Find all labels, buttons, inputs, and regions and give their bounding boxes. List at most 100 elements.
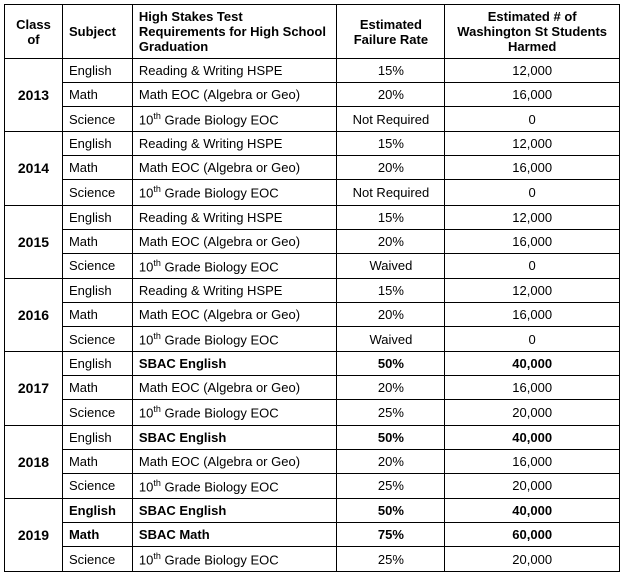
subject-cell: English — [62, 278, 132, 302]
students-harmed-cell: 16,000 — [445, 83, 620, 107]
table-row: MathMath EOC (Algebra or Geo)20%16,000 — [5, 83, 620, 107]
header-subject: Subject — [62, 5, 132, 59]
students-harmed-cell: 16,000 — [445, 449, 620, 473]
subject-cell: Science — [62, 473, 132, 498]
header-requirements: High Stakes Test Requirements for High S… — [132, 5, 337, 59]
failure-rate-cell: 20% — [337, 449, 445, 473]
table-row: 2018EnglishSBAC English50%40,000 — [5, 425, 620, 449]
students-harmed-cell: 40,000 — [445, 425, 620, 449]
students-harmed-cell: 0 — [445, 253, 620, 278]
failure-rate-cell: 50% — [337, 352, 445, 376]
table-row: MathMath EOC (Algebra or Geo)20%16,000 — [5, 156, 620, 180]
requirement-cell: Math EOC (Algebra or Geo) — [132, 156, 337, 180]
year-cell: 2014 — [5, 132, 63, 205]
students-harmed-cell: 20,000 — [445, 400, 620, 425]
students-harmed-cell: 12,000 — [445, 59, 620, 83]
subject-cell: Science — [62, 107, 132, 132]
requirement-cell: SBAC English — [132, 425, 337, 449]
requirement-cell: 10th Grade Biology EOC — [132, 400, 337, 425]
students-harmed-cell: 16,000 — [445, 156, 620, 180]
students-harmed-cell: 12,000 — [445, 205, 620, 229]
requirement-cell: Math EOC (Algebra or Geo) — [132, 302, 337, 326]
requirement-cell: 10th Grade Biology EOC — [132, 546, 337, 571]
requirements-table: Class of Subject High Stakes Test Requir… — [4, 4, 620, 572]
year-cell: 2019 — [5, 498, 63, 571]
requirement-cell: SBAC English — [132, 352, 337, 376]
failure-rate-cell: 75% — [337, 522, 445, 546]
failure-rate-cell: Waived — [337, 253, 445, 278]
subject-cell: Math — [62, 522, 132, 546]
requirement-cell: Reading & Writing HSPE — [132, 205, 337, 229]
table-row: Science10th Grade Biology EOCWaived0 — [5, 326, 620, 351]
students-harmed-cell: 20,000 — [445, 546, 620, 571]
table-row: MathMath EOC (Algebra or Geo)20%16,000 — [5, 302, 620, 326]
table-row: Science10th Grade Biology EOC25%20,000 — [5, 400, 620, 425]
subject-cell: Math — [62, 376, 132, 400]
requirement-cell: Math EOC (Algebra or Geo) — [132, 376, 337, 400]
subject-cell: English — [62, 498, 132, 522]
table-row: 2019EnglishSBAC English50%40,000 — [5, 498, 620, 522]
table-row: MathSBAC Math75%60,000 — [5, 522, 620, 546]
failure-rate-cell: 15% — [337, 278, 445, 302]
header-failure-rate: Estimated Failure Rate — [337, 5, 445, 59]
requirement-cell: Reading & Writing HSPE — [132, 278, 337, 302]
failure-rate-cell: 15% — [337, 205, 445, 229]
requirement-cell: Math EOC (Algebra or Geo) — [132, 229, 337, 253]
students-harmed-cell: 20,000 — [445, 473, 620, 498]
table-row: Science10th Grade Biology EOCNot Require… — [5, 180, 620, 205]
year-cell: 2018 — [5, 425, 63, 498]
subject-cell: English — [62, 205, 132, 229]
subject-cell: Math — [62, 83, 132, 107]
year-cell: 2017 — [5, 352, 63, 425]
subject-cell: Science — [62, 546, 132, 571]
failure-rate-cell: 20% — [337, 229, 445, 253]
requirement-cell: SBAC Math — [132, 522, 337, 546]
subject-cell: Science — [62, 253, 132, 278]
table-row: 2015EnglishReading & Writing HSPE15%12,0… — [5, 205, 620, 229]
table-row: Science10th Grade Biology EOC25%20,000 — [5, 473, 620, 498]
students-harmed-cell: 16,000 — [445, 376, 620, 400]
failure-rate-cell: 25% — [337, 473, 445, 498]
requirement-cell: 10th Grade Biology EOC — [132, 107, 337, 132]
students-harmed-cell: 60,000 — [445, 522, 620, 546]
requirement-cell: 10th Grade Biology EOC — [132, 180, 337, 205]
table-row: 2014EnglishReading & Writing HSPE15%12,0… — [5, 132, 620, 156]
subject-cell: English — [62, 132, 132, 156]
year-cell: 2015 — [5, 205, 63, 278]
failure-rate-cell: 15% — [337, 59, 445, 83]
header-class-of: Class of — [5, 5, 63, 59]
failure-rate-cell: 20% — [337, 302, 445, 326]
table-row: Science10th Grade Biology EOC25%20,000 — [5, 546, 620, 571]
year-cell: 2016 — [5, 278, 63, 351]
failure-rate-cell: 50% — [337, 425, 445, 449]
table-row: 2017EnglishSBAC English50%40,000 — [5, 352, 620, 376]
subject-cell: English — [62, 59, 132, 83]
failure-rate-cell: Waived — [337, 326, 445, 351]
subject-cell: English — [62, 352, 132, 376]
requirement-cell: Math EOC (Algebra or Geo) — [132, 449, 337, 473]
table-row: 2016EnglishReading & Writing HSPE15%12,0… — [5, 278, 620, 302]
table-row: MathMath EOC (Algebra or Geo)20%16,000 — [5, 229, 620, 253]
failure-rate-cell: Not Required — [337, 107, 445, 132]
subject-cell: Science — [62, 326, 132, 351]
subject-cell: Math — [62, 156, 132, 180]
students-harmed-cell: 12,000 — [445, 278, 620, 302]
failure-rate-cell: 20% — [337, 83, 445, 107]
failure-rate-cell: 50% — [337, 498, 445, 522]
students-harmed-cell: 16,000 — [445, 229, 620, 253]
students-harmed-cell: 40,000 — [445, 498, 620, 522]
table-row: MathMath EOC (Algebra or Geo)20%16,000 — [5, 449, 620, 473]
subject-cell: Science — [62, 180, 132, 205]
year-cell: 2013 — [5, 59, 63, 132]
failure-rate-cell: 20% — [337, 376, 445, 400]
failure-rate-cell: 25% — [337, 546, 445, 571]
subject-cell: Math — [62, 302, 132, 326]
failure-rate-cell: 20% — [337, 156, 445, 180]
subject-cell: Math — [62, 229, 132, 253]
failure-rate-cell: Not Required — [337, 180, 445, 205]
requirement-cell: 10th Grade Biology EOC — [132, 326, 337, 351]
subject-cell: Math — [62, 449, 132, 473]
failure-rate-cell: 25% — [337, 400, 445, 425]
table-header-row: Class of Subject High Stakes Test Requir… — [5, 5, 620, 59]
students-harmed-cell: 40,000 — [445, 352, 620, 376]
